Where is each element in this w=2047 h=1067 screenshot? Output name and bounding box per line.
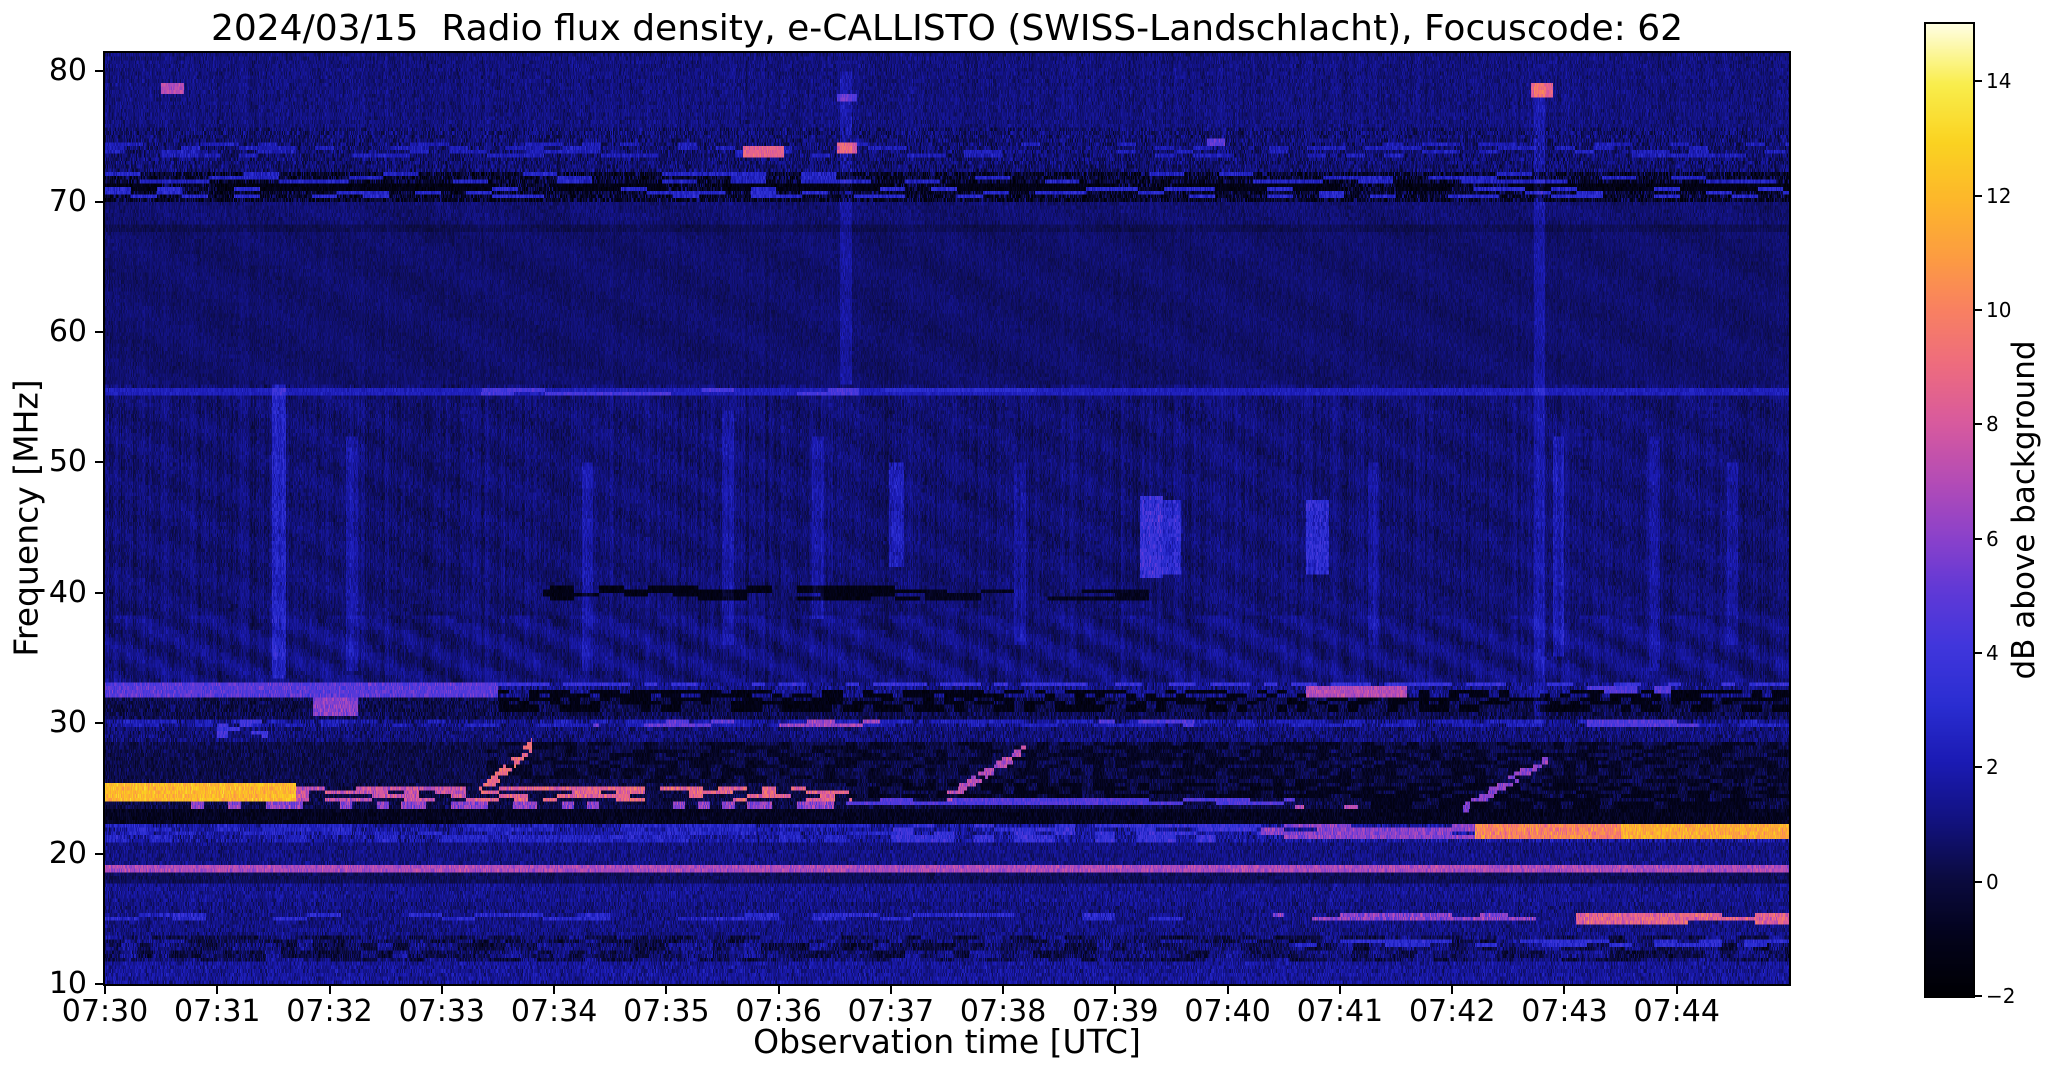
colorbar-tick-label: 4: [1986, 640, 1999, 665]
y-tick-mark: [95, 591, 103, 594]
x-tick-label: 07:38: [959, 994, 1047, 1029]
x-tick-label: 07:36: [735, 994, 822, 1029]
y-tick-mark: [95, 70, 103, 73]
y-tick-label: 70: [48, 183, 87, 219]
y-tick-label: 50: [48, 444, 87, 480]
spectrogram-canvas: [103, 51, 1791, 986]
x-tick-mark: [1226, 986, 1229, 994]
y-tick-mark: [95, 331, 103, 334]
x-tick-mark: [665, 986, 668, 994]
x-tick-mark: [1338, 986, 1341, 994]
y-tick-label: 20: [48, 835, 87, 871]
x-tick-label: 07:39: [1072, 994, 1159, 1029]
colorbar-tick-mark: [1975, 880, 1982, 883]
x-tick-label: 07:34: [510, 994, 598, 1029]
x-tick-mark: [777, 986, 780, 994]
x-tick-label: 07:41: [1296, 994, 1384, 1029]
y-tick-mark: [95, 852, 103, 855]
x-tick-mark: [1451, 986, 1454, 994]
y-tick-mark: [95, 722, 103, 725]
chart-title: 2024/03/15 Radio flux density, e-CALLIST…: [210, 8, 1684, 49]
colorbar-tick-mark: [1975, 80, 1982, 83]
x-tick-mark: [440, 986, 443, 994]
colorbar-tick-mark: [1975, 308, 1982, 311]
x-tick-mark: [1002, 986, 1005, 994]
colorbar-tick-mark: [1975, 537, 1982, 540]
y-tick-mark: [95, 983, 103, 985]
x-axis-label: Observation time [UTC]: [753, 1022, 1141, 1061]
y-tick-label: 60: [48, 314, 87, 350]
x-tick-label: 07:32: [286, 994, 373, 1029]
colorbar-canvas: [1924, 22, 1975, 998]
y-tick-label: 30: [48, 705, 87, 741]
x-tick-label: 07:31: [174, 994, 261, 1029]
colorbar-tick-label: 10: [1986, 297, 2012, 322]
colorbar-tick-label: −2: [1986, 984, 2016, 1008]
y-tick-label: 40: [48, 574, 87, 610]
x-tick-label: 07:44: [1633, 994, 1720, 1029]
x-tick-label: 07:40: [1184, 994, 1271, 1029]
colorbar-tick-label: 14: [1986, 69, 2012, 94]
colorbar-tick-label: 6: [1986, 526, 1999, 551]
colorbar-tick-mark: [1975, 766, 1982, 769]
colorbar-tick-mark: [1975, 995, 1982, 997]
x-tick-label: 07:33: [398, 994, 486, 1029]
colorbar-label: dB above background: [2006, 340, 2042, 680]
x-tick-label: 07:35: [623, 994, 710, 1029]
x-tick-mark: [1114, 986, 1117, 994]
x-tick-label: 07:43: [1521, 994, 1608, 1029]
x-tick-mark: [216, 986, 219, 994]
y-tick-label: 10: [48, 966, 87, 1001]
y-tick-mark: [95, 461, 103, 464]
x-tick-label: 07:30: [61, 994, 149, 1029]
y-axis-label: Frequency [MHz]: [6, 379, 46, 657]
colorbar-tick-mark: [1975, 194, 1982, 197]
colorbar-tick-label: 0: [1986, 869, 1999, 894]
y-tick-mark: [95, 200, 103, 203]
x-tick-mark: [104, 986, 106, 994]
x-tick-mark: [328, 986, 331, 994]
x-tick-mark: [889, 986, 892, 994]
x-tick-label: 07:42: [1408, 994, 1496, 1029]
colorbar-tick-label: 8: [1986, 412, 1999, 437]
y-tick-label: 80: [48, 53, 87, 89]
colorbar-tick-mark: [1975, 651, 1982, 654]
colorbar-tick-mark: [1975, 423, 1982, 426]
x-tick-label: 07:37: [847, 994, 935, 1029]
x-tick-mark: [1675, 986, 1678, 994]
colorbar-tick-label: 2: [1986, 755, 1999, 780]
x-tick-mark: [553, 986, 556, 994]
x-tick-mark: [1563, 986, 1566, 994]
colorbar-tick-label: 12: [1986, 183, 2012, 208]
